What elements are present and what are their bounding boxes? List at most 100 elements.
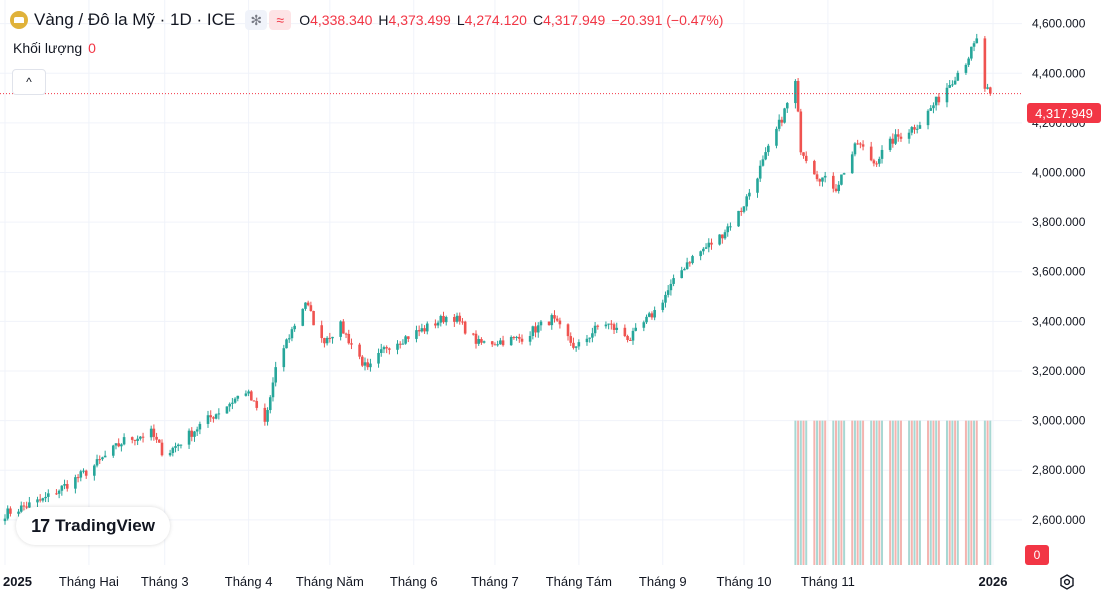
candle-body — [951, 84, 954, 86]
status-asterisk-icon[interactable]: ✻ — [245, 10, 268, 30]
candle-body — [509, 337, 513, 346]
candle-body — [233, 398, 237, 403]
candle-body — [482, 341, 486, 343]
delayed-data-icon[interactable]: ≈ — [269, 10, 292, 30]
candle-body — [420, 328, 424, 332]
tradingview-wordmark: TradingView — [55, 516, 155, 535]
candle-body — [477, 339, 480, 344]
volume-bar — [799, 420, 802, 565]
candle-body — [894, 134, 897, 144]
tradingview-mark-icon: 17 — [31, 515, 50, 536]
candle-body — [704, 247, 708, 249]
candle-body — [615, 327, 619, 330]
y-tick-label: 2,800.000 — [1032, 463, 1086, 477]
candle-body — [168, 453, 172, 456]
candle-body — [932, 105, 935, 109]
collapse-legend-button[interactable]: ^ — [12, 69, 46, 95]
candle-body — [899, 136, 903, 139]
candle-body — [47, 493, 50, 497]
gear-icon[interactable] — [1057, 572, 1077, 592]
volume-label: Khối lượng — [13, 40, 83, 56]
volume-bar — [935, 420, 938, 565]
candle-body — [271, 382, 275, 398]
candle-body — [404, 336, 407, 344]
time-axis[interactable]: 2025 Tháng Hai Tháng 3 Tháng 4 Tháng Năm Thán… — [3, 574, 1007, 589]
candle-body — [136, 438, 139, 441]
candle-body — [723, 232, 727, 239]
candle-body — [304, 302, 307, 309]
candle-body — [453, 317, 456, 322]
y-tick-label: 3,800.000 — [1032, 215, 1086, 229]
volume-bar — [794, 420, 797, 565]
candle-body — [268, 397, 272, 411]
volume-bar — [983, 420, 986, 565]
symbol-title[interactable]: Vàng / Đô la Mỹ · 1D · ICE — [34, 10, 236, 29]
candle-body — [710, 242, 713, 245]
candle-body — [328, 337, 332, 339]
volume-bar — [975, 420, 978, 565]
candle-body — [550, 315, 554, 326]
ohlc-low: L4,274.120 — [456, 12, 527, 28]
candle-body — [193, 431, 196, 437]
candle-body — [331, 336, 334, 339]
volume-bar — [872, 420, 875, 565]
candle-body — [729, 226, 732, 228]
candle-body — [799, 111, 803, 153]
candle-body — [174, 446, 177, 448]
candle-body — [206, 415, 210, 424]
candle-body — [831, 175, 835, 189]
candle-body — [244, 393, 248, 396]
candle-body — [910, 127, 914, 133]
candle-body — [626, 336, 629, 340]
candle-body — [325, 337, 329, 344]
candle-body — [290, 329, 294, 339]
candle-body — [301, 308, 305, 326]
candle-body — [179, 444, 183, 446]
candle-body — [683, 269, 686, 271]
y-tick-label: 3,400.000 — [1032, 314, 1086, 328]
candle-body — [195, 429, 199, 432]
volume-bar — [899, 420, 902, 565]
candle-body — [837, 184, 841, 192]
candle-body — [266, 410, 269, 422]
volume-bar — [835, 420, 838, 565]
candle-body — [764, 152, 767, 160]
candle-body — [628, 339, 632, 341]
price-candles — [3, 33, 992, 525]
candle-body — [320, 325, 324, 339]
tradingview-logo[interactable]: 17 TradingView — [16, 507, 170, 545]
candle-body — [685, 262, 689, 270]
candle-body — [152, 428, 156, 437]
candle-body — [263, 407, 267, 422]
candle-body — [101, 457, 104, 460]
volume-value: 0 — [88, 40, 96, 56]
candle-body — [285, 339, 288, 349]
candle-body — [745, 196, 748, 207]
candle-body — [813, 160, 816, 175]
candle-body — [918, 125, 922, 129]
price-axis[interactable]: 2,600.000 2,800.000 3,000.000 3,200.000 3,40… — [1032, 17, 1086, 527]
candle-body — [19, 505, 23, 512]
candle-body — [983, 38, 987, 89]
candle-body — [607, 323, 610, 325]
volume-bar — [937, 420, 940, 565]
candle-body — [63, 484, 66, 486]
candle-body — [758, 165, 762, 179]
candle-body — [9, 508, 12, 514]
volume-bar — [840, 420, 843, 565]
volume-bar — [853, 420, 856, 565]
candle-body — [214, 414, 218, 419]
candle-body — [382, 347, 386, 350]
candle-body — [471, 333, 475, 335]
candle-body — [287, 338, 291, 340]
candle-body — [236, 395, 240, 399]
candle-body — [379, 349, 383, 353]
candle-body — [783, 108, 786, 123]
candle-body — [948, 85, 951, 88]
volume-bar — [910, 420, 913, 565]
candle-body — [139, 436, 142, 439]
price-change: −20.391 (−0.47%) — [611, 12, 724, 28]
candle-body — [520, 338, 524, 342]
volume-bar — [929, 420, 932, 565]
